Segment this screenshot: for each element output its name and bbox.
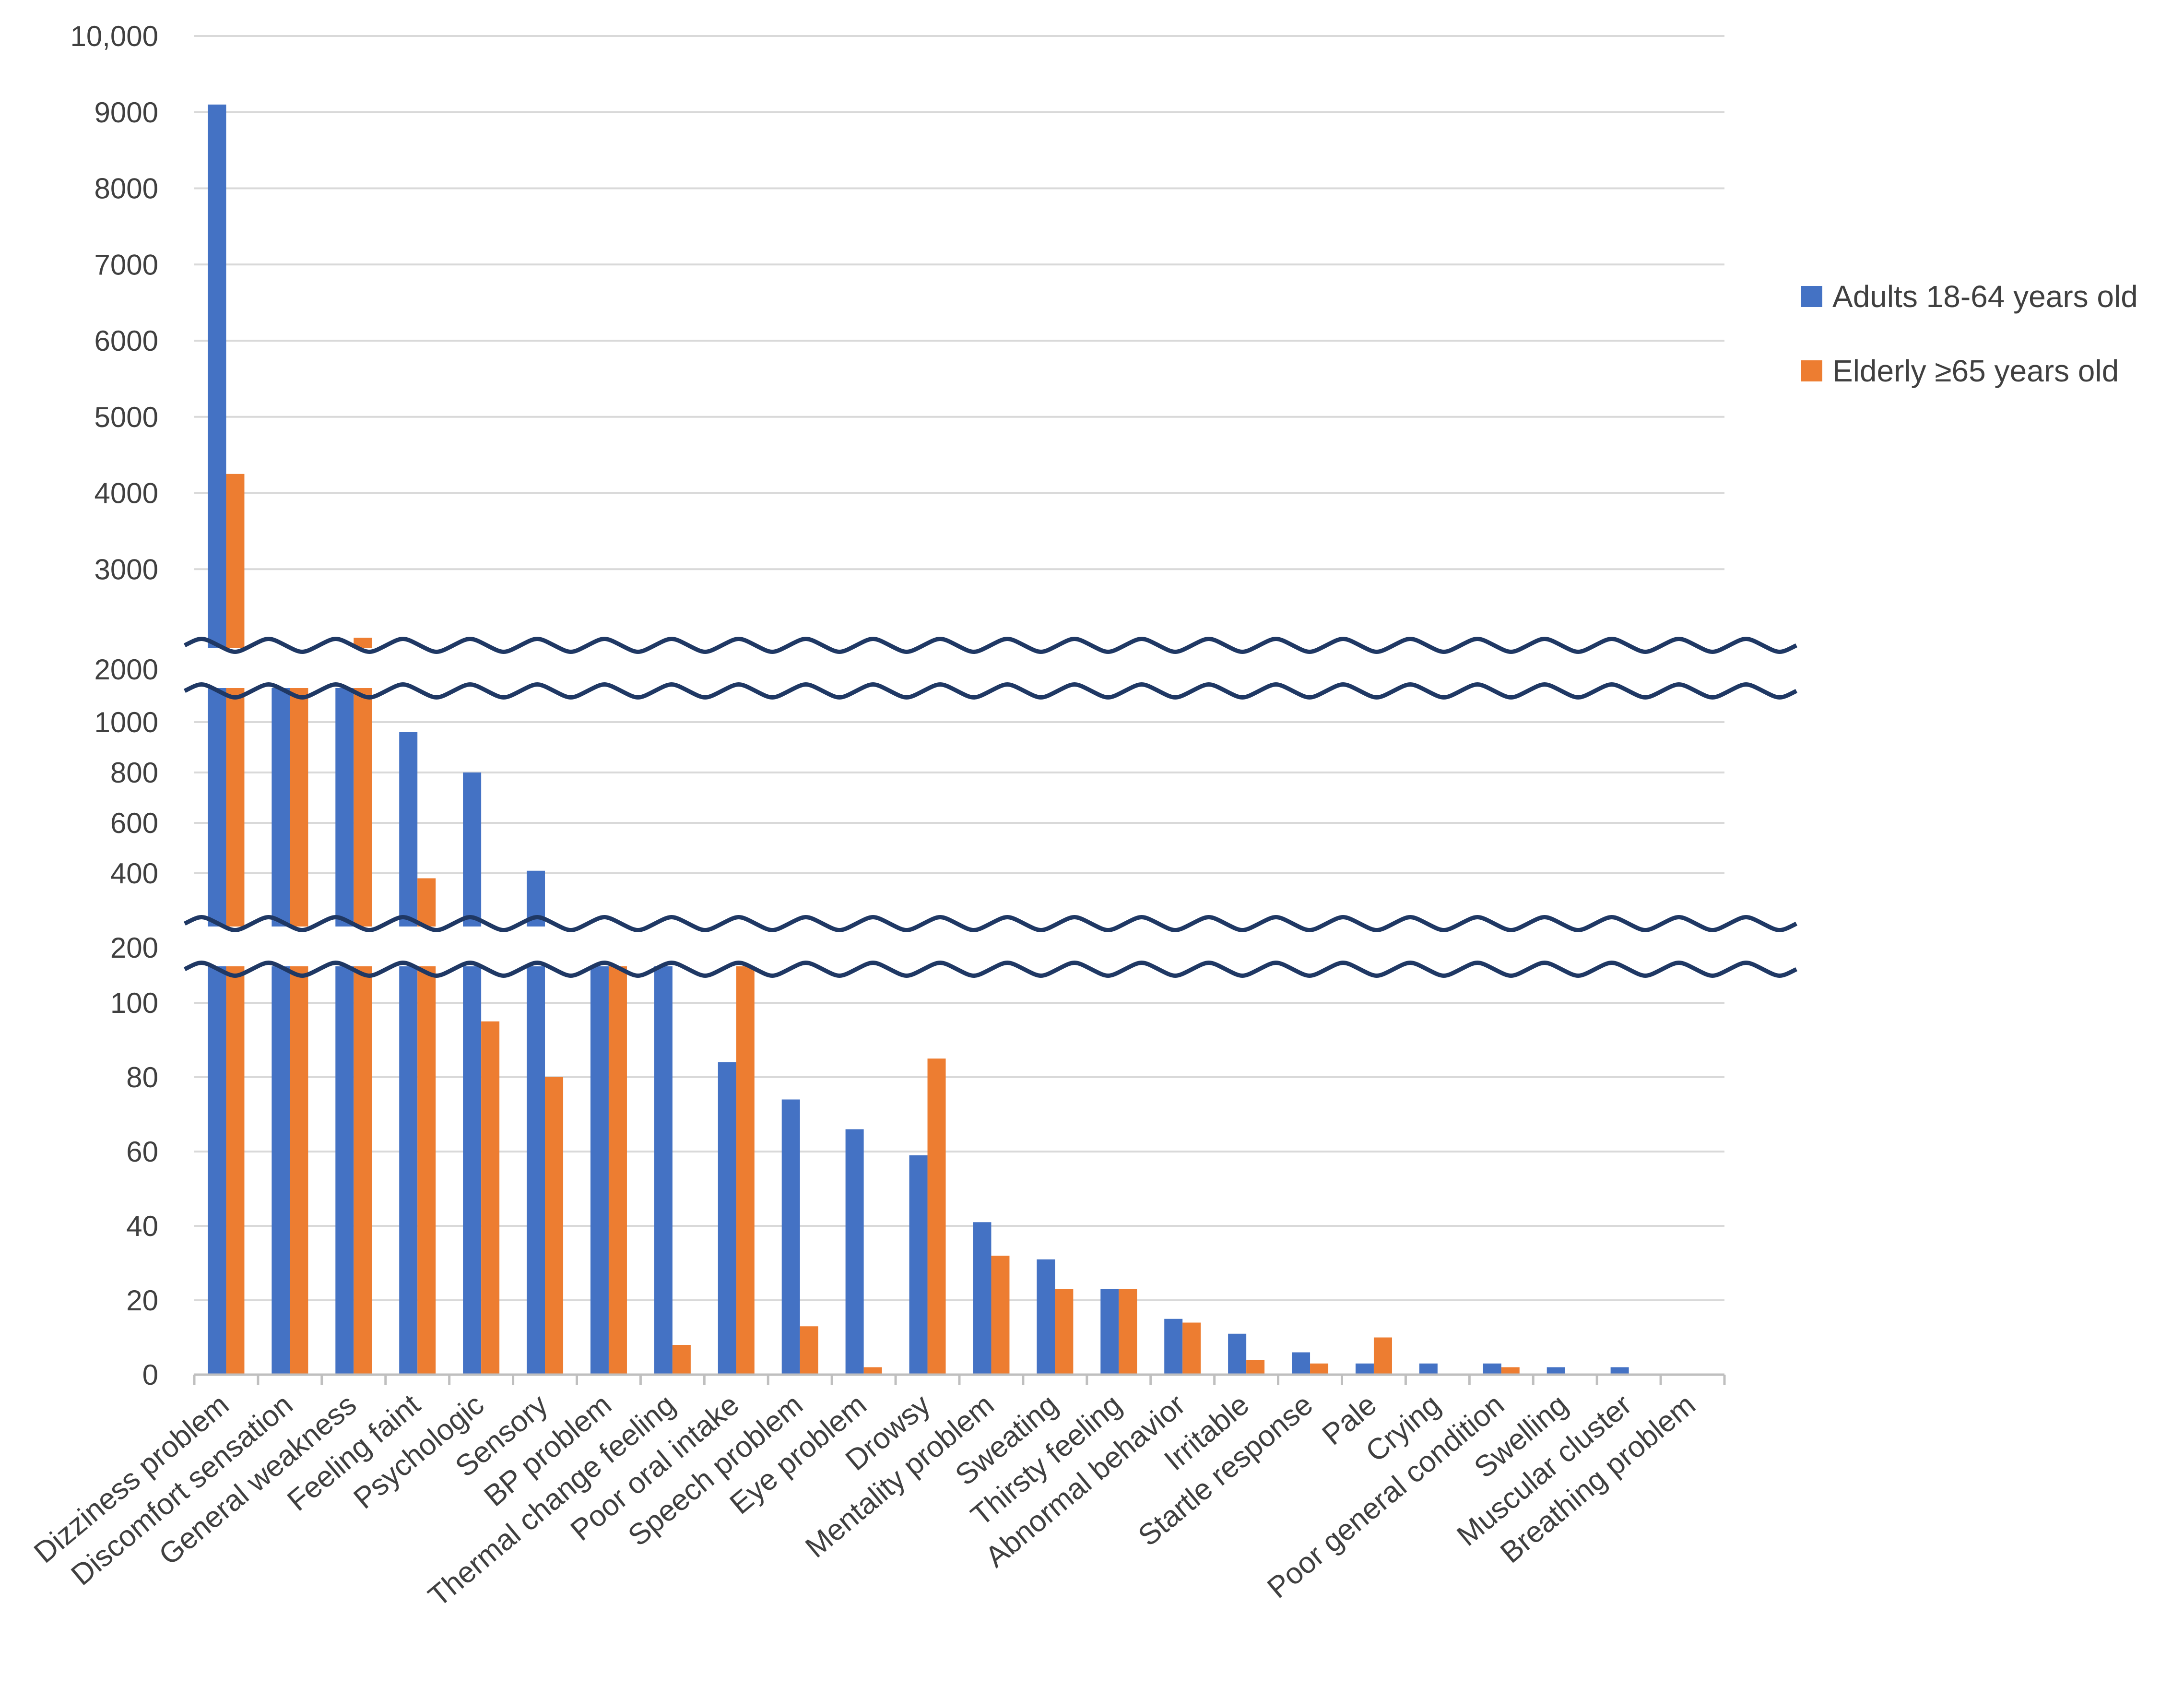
legend-label: Adults 18-64 years old	[1832, 279, 2138, 314]
bar	[399, 732, 418, 1375]
y-tick-label: 4000	[94, 477, 158, 510]
y-tick-label: 5000	[94, 401, 158, 433]
axis-breaks	[180, 637, 1798, 978]
bar	[973, 1222, 992, 1375]
bar	[1547, 1367, 1565, 1375]
bar	[1419, 1363, 1438, 1375]
y-tick-label: 20	[126, 1284, 158, 1317]
y-tick-label: 600	[110, 807, 158, 839]
legend-label: Elderly ≥65 years old	[1832, 354, 2119, 388]
axis-break-line	[183, 637, 1798, 654]
y-tick-label: 200	[110, 932, 158, 964]
bar	[718, 1062, 736, 1375]
bar	[800, 1326, 818, 1375]
y-tick-label: 7000	[94, 249, 158, 281]
y-tick-label: 8000	[94, 173, 158, 205]
bar	[354, 638, 372, 1375]
y-tick-labels: 0 20 40 60 80 100 200 400 600 800 1000 2000 3000 4000…	[70, 20, 158, 1391]
bar	[927, 1058, 946, 1375]
bar	[272, 669, 290, 1375]
bar	[1355, 1363, 1374, 1375]
y-tick-label: 100	[110, 987, 158, 1019]
bar	[1055, 1289, 1074, 1375]
bar	[463, 772, 482, 1375]
bar	[545, 1077, 564, 1375]
y-tick-label: 9000	[94, 96, 158, 129]
legend-swatch	[1801, 286, 1822, 307]
bar	[909, 1155, 928, 1375]
bar	[226, 474, 245, 1375]
bar	[1037, 1259, 1055, 1375]
y-tick-label: 3000	[94, 553, 158, 585]
axis-break-line	[183, 961, 1798, 978]
bar	[845, 1129, 864, 1375]
y-tick-label: 400	[110, 857, 158, 890]
bar	[781, 1099, 800, 1375]
bar	[1610, 1367, 1629, 1375]
bar	[590, 948, 609, 1375]
bar	[1483, 1363, 1501, 1375]
axis-break-line	[183, 682, 1798, 700]
legend: Adults 18-64 years old Elderly ≥65 years …	[1801, 279, 2138, 388]
bar	[672, 1345, 691, 1375]
bar	[208, 104, 226, 1375]
y-tick-label: 800	[110, 757, 158, 789]
bar	[1292, 1352, 1310, 1375]
bar	[608, 948, 627, 1375]
bar	[1246, 1360, 1265, 1375]
bar	[1119, 1289, 1137, 1375]
y-tick-label: 0	[142, 1359, 158, 1391]
bar	[1228, 1333, 1247, 1375]
y-tick-label: 40	[126, 1210, 158, 1242]
bar	[335, 669, 354, 1375]
bars	[208, 104, 1629, 1375]
axis-break-gap	[180, 648, 1758, 688]
bar	[736, 948, 755, 1375]
bar	[290, 669, 308, 1375]
y-tick-label: 2000	[94, 653, 158, 686]
y-tick-label: 6000	[94, 325, 158, 357]
axis-break-line	[183, 915, 1798, 932]
bar	[1100, 1289, 1119, 1375]
bar	[1373, 1337, 1392, 1375]
axis-break-gap	[180, 927, 1758, 966]
y-tick-label: 1000	[94, 706, 158, 738]
bar	[1501, 1367, 1520, 1375]
legend-swatch	[1801, 360, 1822, 381]
y-tick-label: 80	[126, 1061, 158, 1093]
bar	[654, 948, 673, 1375]
bar	[481, 1021, 500, 1375]
axes	[193, 1373, 1726, 1385]
bar	[1310, 1363, 1329, 1375]
bar	[1164, 1319, 1183, 1375]
bar	[1182, 1322, 1201, 1375]
y-tick-label: 10,000	[70, 20, 158, 52]
bar	[991, 1256, 1010, 1375]
y-tick-label: 60	[126, 1136, 158, 1168]
bar	[863, 1367, 882, 1375]
